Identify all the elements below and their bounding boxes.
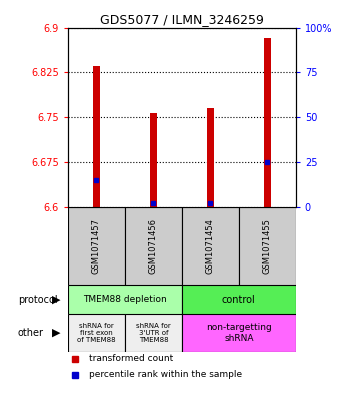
Text: ▶: ▶ — [52, 294, 61, 305]
Text: transformed count: transformed count — [88, 354, 173, 363]
Bar — [207, 108, 214, 207]
Bar — [68, 314, 125, 352]
Text: percentile rank within the sample: percentile rank within the sample — [88, 370, 242, 379]
Text: non-targetting
shRNA: non-targetting shRNA — [206, 323, 272, 343]
Bar — [264, 38, 271, 207]
Bar — [182, 314, 296, 352]
Text: other: other — [18, 328, 44, 338]
Text: shRNA for
3'UTR of
TMEM88: shRNA for 3'UTR of TMEM88 — [136, 323, 171, 343]
Text: shRNA for
first exon
of TMEM88: shRNA for first exon of TMEM88 — [77, 323, 116, 343]
Bar — [239, 207, 295, 285]
Text: GSM1071456: GSM1071456 — [149, 218, 158, 274]
Bar — [68, 285, 182, 314]
Bar — [125, 207, 182, 285]
Bar — [93, 66, 100, 207]
Text: protocol: protocol — [18, 294, 57, 305]
Text: TMEM88 depletion: TMEM88 depletion — [83, 295, 167, 304]
Bar — [182, 207, 239, 285]
Text: GSM1071455: GSM1071455 — [263, 218, 272, 274]
Title: GDS5077 / ILMN_3246259: GDS5077 / ILMN_3246259 — [100, 13, 264, 26]
Text: control: control — [222, 294, 256, 305]
Bar — [68, 207, 125, 285]
Text: GSM1071457: GSM1071457 — [92, 218, 101, 274]
Bar — [182, 285, 296, 314]
Text: GSM1071454: GSM1071454 — [206, 218, 215, 274]
Text: ▶: ▶ — [52, 328, 61, 338]
Bar — [150, 113, 157, 207]
Bar — [125, 314, 182, 352]
